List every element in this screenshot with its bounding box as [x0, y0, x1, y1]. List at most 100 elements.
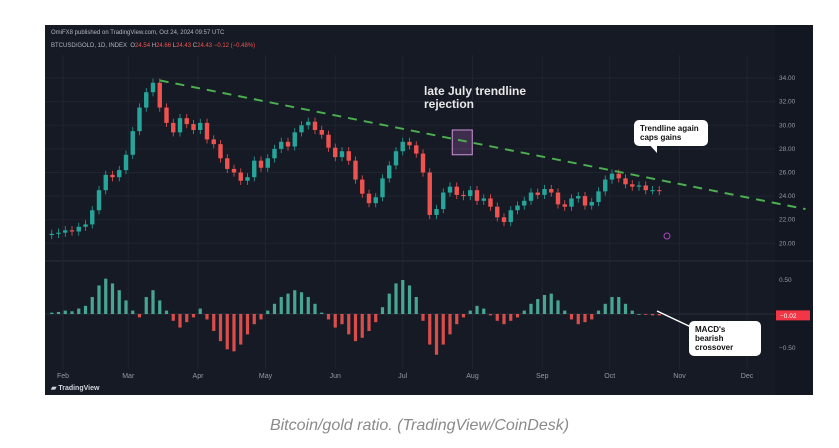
- macd-bar: [482, 308, 486, 314]
- macd-bar: [515, 314, 520, 318]
- macd-bar: [232, 314, 236, 352]
- candle: [225, 158, 230, 169]
- price-tick-label: 32.00: [779, 99, 796, 106]
- macd-bar: [50, 312, 54, 314]
- late-july-annotation: late July trendline rejection: [424, 84, 527, 111]
- candle: [157, 82, 162, 108]
- macd-bar: [164, 310, 169, 314]
- macd-bar: [617, 297, 621, 314]
- x-tick-label: May: [259, 373, 273, 380]
- macd-bar: [104, 278, 108, 314]
- macd-bar: [340, 314, 344, 325]
- candle: [319, 129, 324, 135]
- macd-bar: [495, 314, 499, 321]
- candle: [380, 178, 385, 198]
- candle: [76, 226, 81, 232]
- candle: [110, 174, 115, 178]
- macd-bar: [326, 314, 331, 320]
- close-value: 24.43: [197, 43, 213, 49]
- candle: [49, 233, 54, 236]
- candle: [69, 230, 75, 232]
- macd-bar: [536, 299, 540, 314]
- macd-bar: [151, 290, 155, 314]
- candle: [198, 122, 203, 130]
- macd-bar: [502, 314, 506, 325]
- macd-bar: [522, 310, 526, 314]
- macd-bar: [70, 311, 74, 314]
- candle: [535, 192, 540, 195]
- candle: [164, 107, 169, 123]
- candle: [387, 165, 392, 179]
- macd-bar: [117, 290, 121, 314]
- chart-canvas: Feb Mar Apr May Jun Jul Aug Sep Oct Nov Dec 34.00 32…: [45, 25, 813, 395]
- macd-bar: [137, 314, 142, 318]
- candle: [441, 192, 446, 210]
- symbol: BTCUSD/GOLD, 1D, INDEX: [51, 43, 128, 49]
- macd-bar: [623, 303, 628, 314]
- macd-bar: [529, 303, 533, 314]
- candle: [495, 206, 500, 218]
- macd-bar: [185, 314, 189, 323]
- macd-bar: [461, 314, 466, 318]
- candle: [184, 118, 189, 125]
- candle: [285, 141, 291, 147]
- change-value: −0.12 (−0.48%): [213, 43, 256, 49]
- macd-bar: [428, 314, 432, 345]
- macd-tick-label: −0.50: [779, 345, 796, 352]
- macd-bar: [225, 314, 229, 350]
- price-tick-label: 26.00: [779, 169, 796, 176]
- price-tick-label: 30.00: [779, 122, 796, 129]
- candle: [508, 210, 513, 223]
- macd-current-badge: [776, 310, 810, 321]
- price-tick-label: 24.00: [779, 193, 796, 200]
- low-value: 24.43: [176, 43, 192, 49]
- candle: [630, 184, 635, 187]
- macd-bar: [320, 312, 324, 314]
- candle: [582, 196, 588, 206]
- candle: [333, 147, 338, 158]
- macd-bar: [299, 292, 304, 314]
- macd-bar: [596, 310, 601, 314]
- macd-bar: [191, 314, 196, 318]
- x-tick-label: Mar: [122, 373, 135, 380]
- candle: [130, 131, 135, 155]
- candle: [272, 148, 277, 159]
- event-marker-icon: [663, 232, 671, 240]
- caption: Bitcoin/gold ratio. (TradingView/CoinDes…: [269, 417, 570, 434]
- candle: [501, 217, 507, 223]
- candle: [346, 151, 351, 161]
- macd-bar: [637, 314, 641, 315]
- candle: [150, 82, 156, 93]
- candle: [299, 125, 304, 133]
- candle: [339, 151, 345, 158]
- macd-bar: [97, 285, 101, 314]
- candle: [542, 189, 547, 195]
- candle: [623, 178, 628, 185]
- macd-bar: [475, 305, 479, 314]
- macd-bar: [394, 283, 398, 314]
- logo-text: TradingView: [58, 385, 100, 392]
- macd-current-value: −0.02: [780, 313, 797, 320]
- x-tick-label: Nov: [673, 373, 686, 380]
- candle: [360, 179, 365, 194]
- candle: [312, 121, 318, 130]
- candle: [123, 154, 129, 171]
- candle: [414, 145, 419, 154]
- candle: [191, 124, 196, 130]
- x-tick-label: Aug: [466, 373, 479, 380]
- macd-bar: [657, 314, 661, 316]
- callout-pointer: [656, 310, 692, 328]
- candle: [549, 189, 554, 193]
- macd-bar: [549, 293, 553, 314]
- candle: [177, 118, 183, 133]
- macd-bar: [509, 314, 513, 321]
- macd-bar: [293, 290, 297, 314]
- late-july-highlight-box: [451, 129, 473, 156]
- macd-bar: [171, 314, 175, 321]
- macd-bar: [569, 314, 574, 320]
- macd-bar: [144, 297, 148, 314]
- macd-bar: [583, 314, 587, 323]
- macd-bar: [124, 300, 128, 314]
- candle: [643, 185, 648, 191]
- candle: [488, 198, 493, 207]
